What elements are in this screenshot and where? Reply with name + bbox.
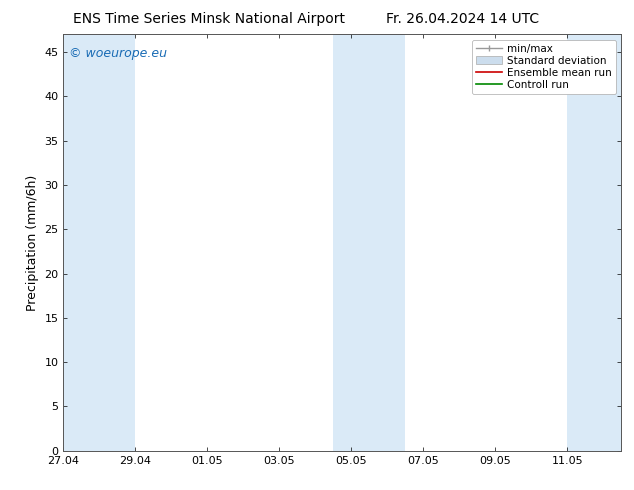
Text: Fr. 26.04.2024 14 UTC: Fr. 26.04.2024 14 UTC: [386, 12, 540, 26]
Text: © woeurope.eu: © woeurope.eu: [69, 47, 167, 60]
Text: ENS Time Series Minsk National Airport: ENS Time Series Minsk National Airport: [73, 12, 346, 26]
Y-axis label: Precipitation (mm/6h): Precipitation (mm/6h): [26, 174, 39, 311]
Bar: [567, 34, 621, 451]
Bar: [63, 34, 136, 451]
Bar: [333, 34, 405, 451]
Legend: min/max, Standard deviation, Ensemble mean run, Controll run: min/max, Standard deviation, Ensemble me…: [472, 40, 616, 94]
